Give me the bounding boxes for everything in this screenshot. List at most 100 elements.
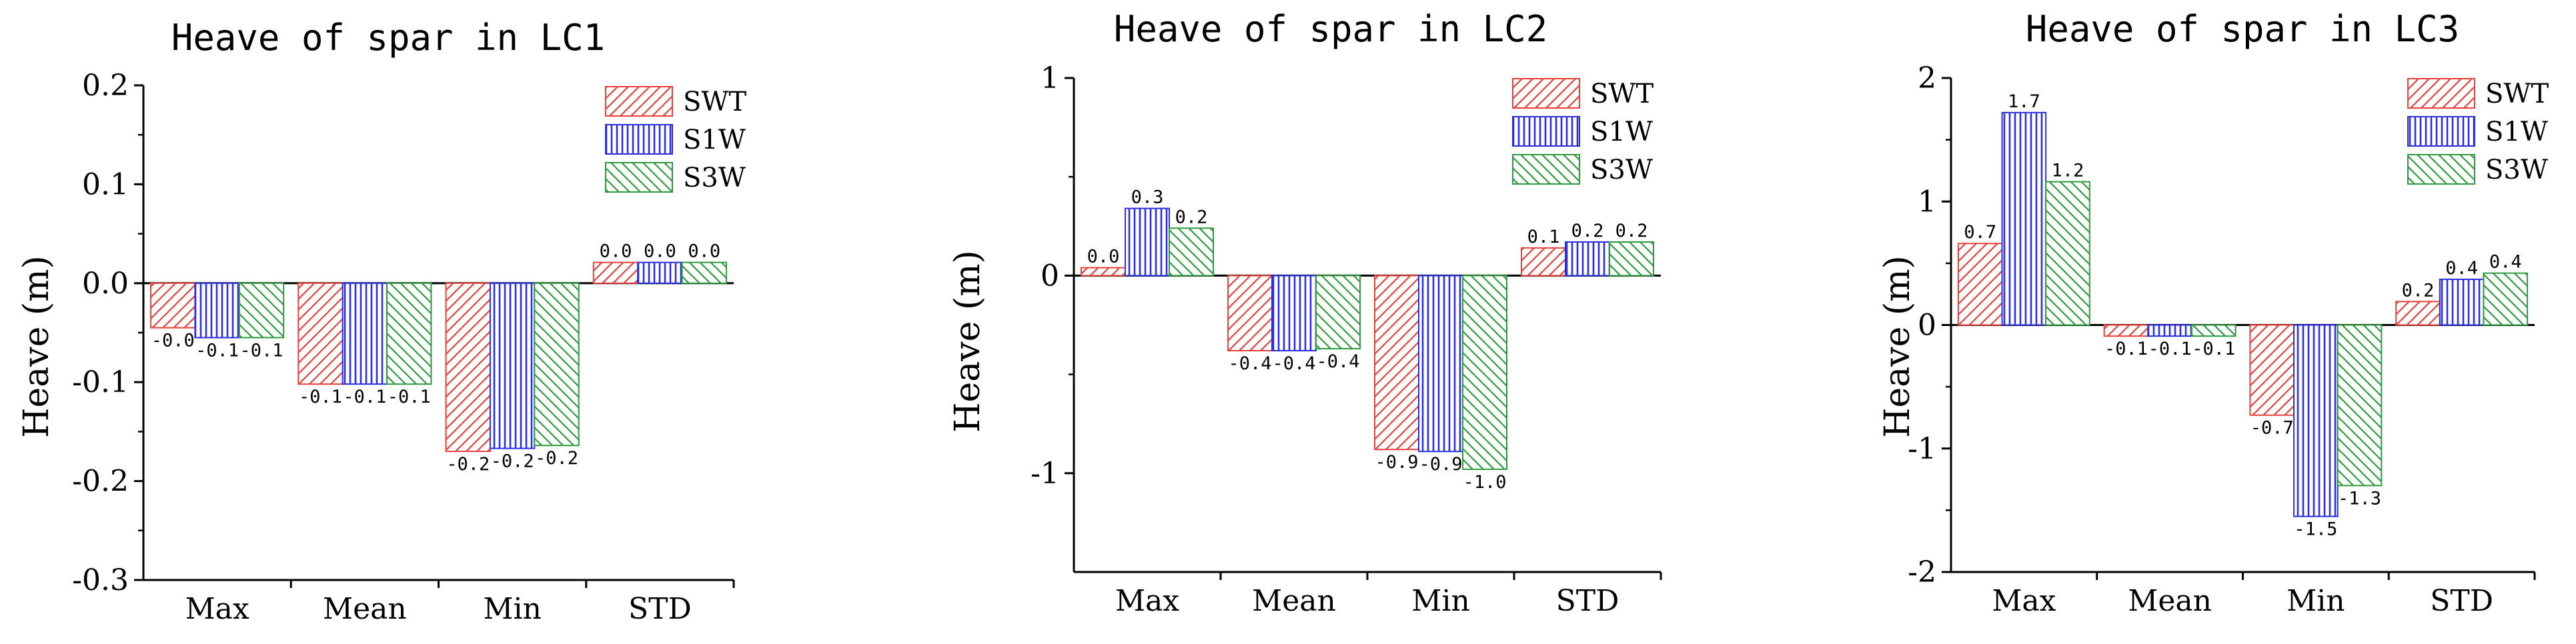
bar-s1w-max bbox=[1125, 207, 1170, 277]
data-label-s1w: -0.9 bbox=[1419, 454, 1462, 475]
data-label-s3w: -1.3 bbox=[2338, 488, 2381, 509]
y-tick-label: 2 bbox=[1918, 61, 1936, 95]
legend: SWT S1W S3W bbox=[605, 86, 747, 193]
data-label-s3w: -0.1 bbox=[239, 340, 283, 361]
chart-title-lc2: Heave of spar in LC2 bbox=[1114, 8, 1547, 50]
chart-title-lc3: Heave of spar in LC3 bbox=[2026, 8, 2459, 50]
data-label-swt: 0.2 bbox=[2402, 280, 2435, 301]
data-label-swt: -0.0 bbox=[151, 331, 195, 351]
y-tick-label: 1 bbox=[1918, 185, 1936, 219]
legend-swatch-swt bbox=[605, 86, 673, 117]
x-category-label: STD bbox=[1556, 584, 1620, 618]
bar-swt-std bbox=[2395, 301, 2441, 326]
bar-s3w-max bbox=[1169, 227, 1214, 277]
data-label-swt: -0.7 bbox=[2250, 418, 2294, 439]
bar-s3w-min bbox=[2337, 324, 2383, 487]
chart-panel-lc2: Heave of spar in LC2 Heave (m) -1 0 1 Max Me… bbox=[948, 8, 1662, 618]
data-label-s3w: -0.4 bbox=[1316, 351, 1359, 372]
data-label-s1w: -0.1 bbox=[343, 387, 386, 407]
bar-s3w-std bbox=[1609, 241, 1654, 277]
bar-s3w-mean bbox=[1315, 275, 1361, 350]
y-tick-label: 1 bbox=[1041, 61, 1059, 95]
data-label-s1w: -1.5 bbox=[2294, 519, 2337, 540]
y-tick-label: -0.3 bbox=[72, 563, 129, 597]
y-axis-label-lc2: Heave (m) bbox=[948, 250, 988, 433]
legend-swatch-s3w bbox=[2407, 154, 2475, 185]
bar-s1w-mean bbox=[2147, 324, 2192, 337]
data-label-swt: -0.4 bbox=[1228, 353, 1271, 374]
bar-swt-max bbox=[1081, 267, 1126, 277]
legend-label-swt: SWT bbox=[683, 87, 747, 117]
data-label-swt: 0.0 bbox=[1087, 247, 1120, 267]
bar-swt-std bbox=[1521, 247, 1566, 277]
x-category-label: Mean bbox=[2128, 584, 2212, 618]
y-tick-label: 0 bbox=[1918, 309, 1936, 343]
bar-s3w-std bbox=[681, 261, 727, 284]
data-label-s1w: -0.1 bbox=[195, 340, 239, 361]
bar-s1w-max bbox=[194, 282, 240, 339]
legend-label-s1w: S1W bbox=[1590, 117, 1653, 147]
legend-swatch-s1w bbox=[1512, 116, 1580, 147]
data-label-s3w: 0.2 bbox=[1175, 207, 1208, 227]
data-label-s1w: -0.1 bbox=[2148, 339, 2192, 359]
data-label-swt: -0.2 bbox=[446, 454, 490, 475]
bar-s3w-max bbox=[238, 282, 285, 339]
chart-panel-lc3: Heave of spar in LC3 Heave (m) -2 -1 0 1 2 Ma… bbox=[1878, 8, 2549, 618]
bar-swt-mean bbox=[297, 282, 344, 385]
legend-label-swt: SWT bbox=[2485, 79, 2549, 109]
legend-swatch-s1w bbox=[605, 124, 673, 155]
data-label-swt: 0.0 bbox=[600, 241, 632, 262]
data-label-s3w: -0.2 bbox=[535, 448, 578, 469]
bar-s1w-min bbox=[2293, 324, 2339, 517]
data-label-s3w: 0.0 bbox=[688, 241, 720, 262]
y-tick-label: 0.2 bbox=[82, 69, 129, 103]
bar-swt-mean bbox=[1227, 275, 1273, 352]
data-label-swt: -0.9 bbox=[1375, 452, 1418, 473]
data-label-swt: -0.1 bbox=[299, 387, 342, 407]
y-tick-label: 0 bbox=[1041, 259, 1059, 293]
y-axis-label-lc1: Heave (m) bbox=[17, 255, 57, 438]
bar-s1w-std bbox=[1565, 241, 1610, 277]
bar-s3w-mean bbox=[386, 282, 432, 385]
data-label-s1w: -0.4 bbox=[1272, 353, 1315, 374]
x-category-label: Min bbox=[1411, 584, 1469, 618]
bar-swt-min bbox=[445, 282, 491, 453]
data-label-s3w: 0.4 bbox=[2489, 252, 2522, 273]
bar-swt-std bbox=[592, 261, 639, 284]
legend-swatch-swt bbox=[1512, 78, 1580, 109]
legend-label-s3w: S3W bbox=[1590, 155, 1653, 185]
x-category-label: Min bbox=[483, 592, 541, 626]
y-tick-label: 0.1 bbox=[82, 167, 129, 201]
x-category-label: Max bbox=[1992, 584, 2056, 618]
data-label-swt: 0.1 bbox=[1527, 227, 1560, 247]
y-tick-label: -0.1 bbox=[72, 365, 129, 399]
bar-swt-min bbox=[1374, 275, 1419, 451]
bar-s1w-std bbox=[2439, 278, 2485, 326]
data-label-s3w: 1.2 bbox=[2052, 161, 2084, 181]
legend: SWT S1W S3W bbox=[1512, 78, 1654, 185]
bar-s3w-mean bbox=[2190, 324, 2236, 337]
y-tick-label: -2 bbox=[1908, 555, 1936, 589]
x-category-label: Mean bbox=[1252, 584, 1336, 618]
x-category-label: Min bbox=[2287, 584, 2345, 618]
bar-s1w-max bbox=[2001, 111, 2047, 326]
bar-swt-max bbox=[1957, 243, 2003, 326]
data-label-swt: -0.1 bbox=[2104, 339, 2148, 359]
bar-s1w-min bbox=[489, 282, 536, 449]
legend-swatch-swt bbox=[2407, 78, 2475, 109]
chart-panel-lc1: Heave of spar in LC1 Heave (m) -0.3-0.2-… bbox=[17, 17, 747, 626]
y-axis-label-lc3: Heave (m) bbox=[1878, 255, 1918, 438]
data-label-s3w: -0.1 bbox=[2192, 339, 2235, 359]
x-category-label: Max bbox=[185, 592, 249, 626]
data-label-s3w: -0.1 bbox=[388, 387, 431, 407]
y-tick-label: 0.0 bbox=[82, 267, 129, 301]
data-label-s1w: 0.4 bbox=[2445, 258, 2478, 279]
legend-swatch-s3w bbox=[1512, 154, 1580, 185]
legend-label-s3w: S3W bbox=[683, 163, 746, 193]
bar-s1w-mean bbox=[1271, 275, 1317, 352]
y-tick-label: -1 bbox=[1908, 432, 1936, 466]
legend-label-s1w: S1W bbox=[2485, 117, 2548, 147]
legend: SWT S1W S3W bbox=[2407, 78, 2549, 185]
data-label-swt: 0.7 bbox=[1964, 222, 1996, 243]
